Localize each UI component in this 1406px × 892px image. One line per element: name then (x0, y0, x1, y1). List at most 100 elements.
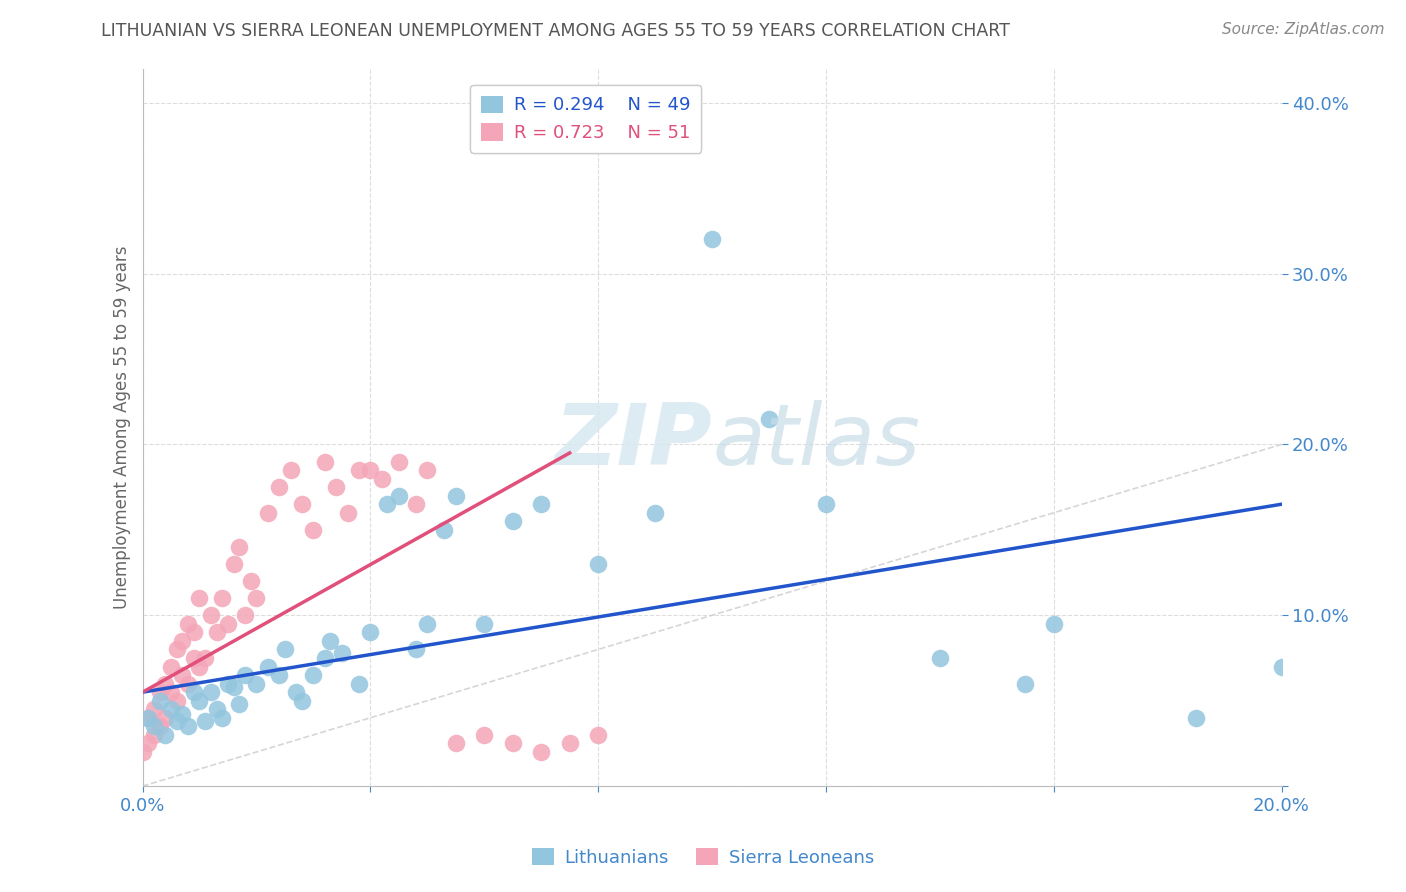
Point (405, 642, 427, 657)
Point (814, 497, 837, 511)
Point (444, 489, 467, 503)
Point (416, 463, 439, 477)
Point (155, 676, 177, 690)
Point (502, 736, 524, 750)
Point (205, 625, 228, 640)
Point (177, 676, 200, 690)
Point (149, 719, 172, 733)
Point (131, 745, 153, 759)
Point (172, 634, 194, 648)
Point (314, 651, 336, 665)
Point (228, 540, 250, 554)
Point (177, 719, 200, 733)
Point (136, 711, 159, 725)
Point (166, 714, 188, 729)
Text: LITHUANIAN VS SIERRA LEONEAN UNEMPLOYMENT AMONG AGES 55 TO 59 YEARS CORRELATION : LITHUANIAN VS SIERRA LEONEAN UNEMPLOYMEN… (101, 22, 1010, 40)
Point (336, 506, 359, 520)
Point (285, 685, 308, 699)
Y-axis label: Unemployment Among Ages 55 to 59 years: Unemployment Among Ages 55 to 59 years (114, 245, 131, 609)
Point (644, 506, 666, 520)
Point (377, 497, 399, 511)
Point (359, 625, 381, 640)
Text: Source: ZipAtlas.com: Source: ZipAtlas.com (1222, 22, 1385, 37)
Point (136, 711, 159, 725)
Point (194, 651, 217, 665)
Point (149, 685, 172, 699)
Point (211, 711, 233, 725)
Text: ZIP: ZIP (554, 401, 711, 483)
Point (256, 659, 278, 673)
Point (502, 514, 524, 528)
Point (325, 480, 347, 494)
Point (217, 616, 239, 631)
Point (142, 728, 165, 742)
Point (444, 736, 467, 750)
Text: atlas: atlas (711, 401, 920, 483)
Point (700, 232, 723, 246)
Point (1270, 659, 1292, 673)
Point (136, 736, 159, 750)
Point (183, 685, 205, 699)
Point (217, 676, 239, 690)
Point (183, 651, 205, 665)
Point (291, 497, 314, 511)
Point (222, 680, 245, 694)
Point (228, 697, 250, 711)
Point (330, 646, 353, 660)
Point (347, 463, 370, 477)
Point (233, 668, 256, 682)
Point (472, 616, 495, 631)
Point (416, 616, 439, 631)
Point (177, 616, 200, 631)
Point (302, 668, 325, 682)
Point (359, 463, 381, 477)
Point (291, 694, 314, 708)
Point (928, 651, 950, 665)
Point (314, 454, 336, 468)
Point (1185, 711, 1208, 725)
Point (188, 694, 211, 708)
Point (160, 702, 183, 716)
Point (142, 719, 165, 733)
Point (319, 634, 342, 648)
Point (530, 745, 553, 759)
Point (388, 454, 411, 468)
Point (149, 694, 172, 708)
Point (160, 659, 183, 673)
Point (233, 608, 256, 623)
Point (166, 694, 188, 708)
Point (558, 736, 581, 750)
Point (155, 728, 177, 742)
Point (269, 668, 291, 682)
Point (405, 497, 427, 511)
Point (245, 676, 267, 690)
Point (200, 608, 222, 623)
Point (269, 480, 291, 494)
Point (194, 714, 217, 729)
Point (347, 676, 370, 690)
Point (370, 472, 392, 486)
Point (274, 642, 297, 657)
Point (188, 591, 211, 606)
Point (472, 728, 495, 742)
Point (586, 557, 609, 571)
Point (211, 591, 233, 606)
Point (172, 668, 194, 682)
Point (222, 557, 245, 571)
Point (256, 506, 278, 520)
Point (172, 707, 194, 722)
Point (302, 523, 325, 537)
Point (160, 685, 183, 699)
Point (433, 523, 456, 537)
Point (1014, 676, 1036, 690)
Point (280, 463, 302, 477)
Point (586, 728, 609, 742)
Point (245, 591, 267, 606)
Legend: R = 0.294    N = 49, R = 0.723    N = 51: R = 0.294 N = 49, R = 0.723 N = 51 (471, 85, 702, 153)
Point (183, 625, 205, 640)
Point (200, 685, 222, 699)
Point (142, 702, 165, 716)
Point (388, 489, 411, 503)
Point (166, 642, 188, 657)
Point (530, 497, 553, 511)
